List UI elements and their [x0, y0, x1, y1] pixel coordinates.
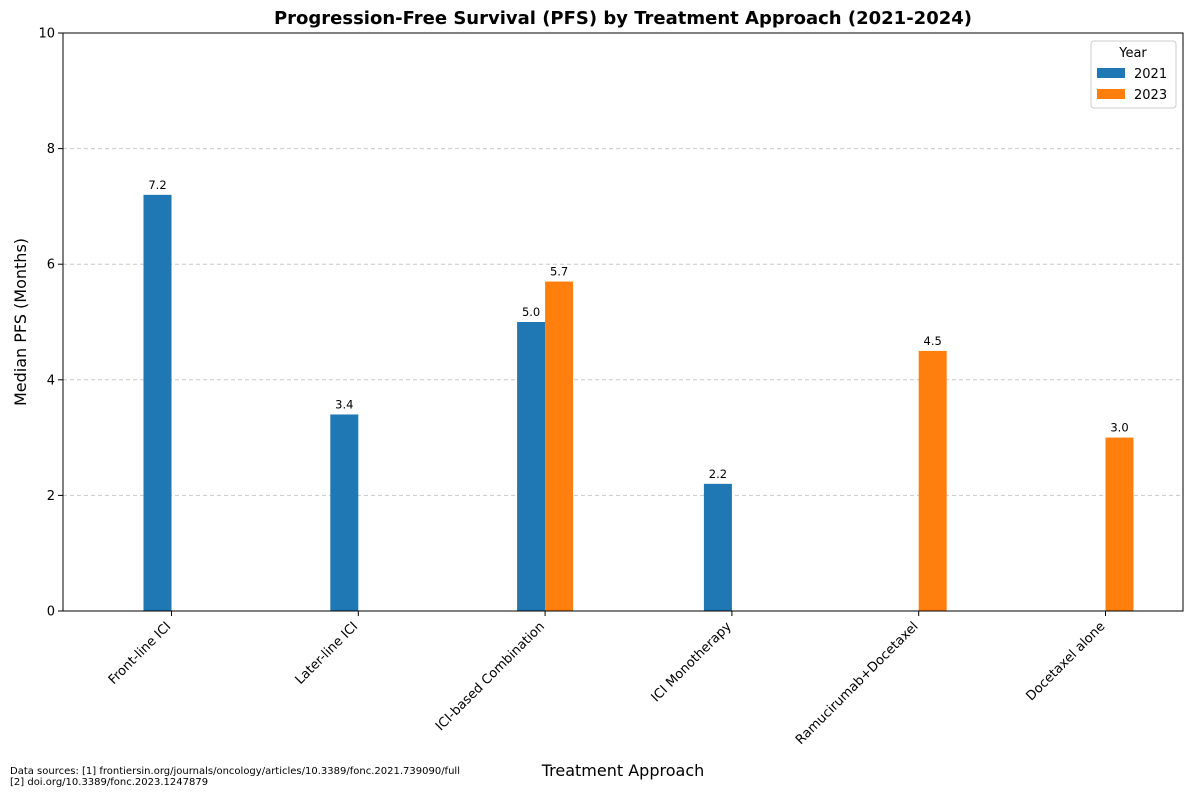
data-label-2021-later-line-ici: 3.4 — [335, 397, 353, 411]
bars — [143, 194, 1134, 611]
bar-2021-later-line-ici — [330, 414, 359, 611]
x-tick-label-docetaxel-alone: Docetaxel alone — [1023, 619, 1108, 704]
legend-title: Year — [1118, 46, 1147, 61]
legend-swatch-2021 — [1097, 68, 1125, 78]
bar-2023-docetaxel-alone — [1105, 437, 1134, 611]
y-axis-label: Median PFS (Months) — [11, 238, 30, 406]
data-label-2021-ici-monotherapy: 2.2 — [709, 467, 727, 481]
chart-title: Progression-Free Survival (PFS) by Treat… — [274, 8, 972, 29]
x-axis-label: Treatment Approach — [541, 761, 705, 780]
legend: Year 2021 2023 — [1090, 40, 1177, 109]
gridlines — [63, 148, 1183, 496]
data-label-2023-ici-based-combination: 5.7 — [550, 265, 568, 279]
x-tick-label-ici-monotherapy: ICI Monotherapy — [649, 619, 735, 705]
x-tick-label-front-line-ici: Front-line ICI — [106, 619, 175, 688]
x-tick-label-ramucirumab-docetaxel: Ramucirumab+Docetaxel — [793, 619, 922, 748]
bar-2021-front-line-ici — [143, 194, 172, 611]
bar-2021-ici-based-combination — [517, 322, 546, 611]
legend-swatch-2023 — [1097, 89, 1125, 99]
data-source-line-2: [2] doi.org/10.3389/fonc.2023.1247879 — [10, 777, 209, 788]
data-label-2023-docetaxel-alone: 3.0 — [1110, 421, 1128, 435]
y-tick-label-2: 2 — [47, 489, 55, 504]
data-label-2021-front-line-ici: 7.2 — [148, 178, 166, 192]
plot-frame — [62, 32, 1184, 612]
x-tick-label-later-line-ici: Later-line ICI — [293, 619, 361, 687]
y-tick-label-10: 10 — [38, 27, 55, 42]
x-tick-label-ici-based-combination: ICI-based Combination — [433, 619, 548, 734]
bar-2023-ramucirumab-docetaxel — [918, 350, 947, 611]
data-label-2023-ramucirumab-docetaxel: 4.5 — [924, 334, 942, 348]
legend-label-2023: 2023 — [1134, 88, 1167, 103]
y-axis-ticks: 0 2 4 6 8 10 — [38, 27, 63, 620]
y-tick-label-0: 0 — [47, 605, 55, 620]
bar-2023-ici-based-combination — [545, 281, 574, 611]
y-tick-label-6: 6 — [47, 258, 55, 273]
y-tick-label-8: 8 — [47, 142, 55, 157]
bar-2021-ici-monotherapy — [703, 483, 732, 611]
data-label-2021-ici-based-combination: 5.0 — [522, 305, 540, 319]
data-sources-note: Data sources: [1] frontiersin.org/journa… — [10, 766, 460, 788]
x-axis-ticks: Front-line ICI Later-line ICI ICI-based Co… — [106, 611, 1108, 748]
legend-label-2021: 2021 — [1134, 67, 1167, 82]
data-source-line-1: Data sources: [1] frontiersin.org/journa… — [10, 766, 460, 777]
data-labels: 7.2 3.4 5.0 2.2 5.7 4.5 3.0 — [148, 178, 1128, 481]
y-tick-label-4: 4 — [47, 373, 55, 388]
